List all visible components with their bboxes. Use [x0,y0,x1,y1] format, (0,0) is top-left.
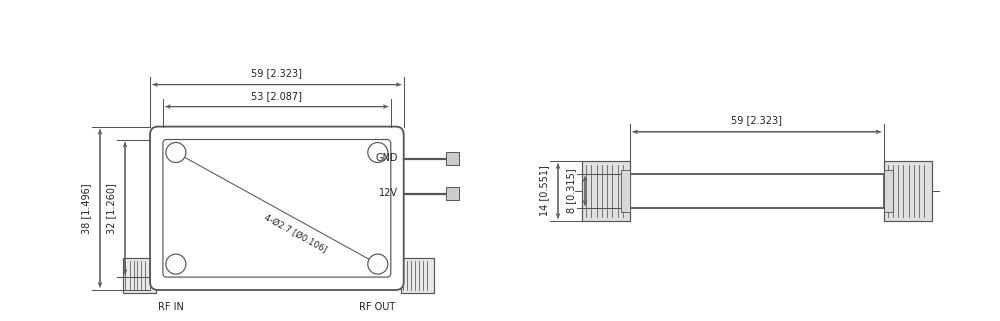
Bar [123,258,156,293]
Text: 4-Ø2.7 [Ø0.106]: 4-Ø2.7 [Ø0.106] [262,213,328,255]
Bar [446,152,459,165]
Circle shape [368,254,388,274]
Bar [401,258,434,293]
FancyBboxPatch shape [150,126,404,290]
Bar [884,161,932,221]
Circle shape [166,254,186,274]
Circle shape [166,143,186,162]
Circle shape [368,143,388,162]
Text: RF OUT: RF OUT [359,302,396,312]
Text: 32 [1.260]: 32 [1.260] [106,183,116,234]
FancyBboxPatch shape [163,140,391,277]
Bar [446,187,459,200]
Text: RF IN: RF IN [158,302,184,312]
Text: 8 [0.315]: 8 [0.315] [566,169,576,213]
Text: 38 [1.496]: 38 [1.496] [81,183,91,234]
Text: 53 [2.087]: 53 [2.087] [251,91,302,100]
Text: GND: GND [375,152,398,163]
Bar [621,170,630,212]
Text: 12V: 12V [379,187,398,198]
Bar [884,170,893,212]
Text: 14 [0.551]: 14 [0.551] [539,166,549,216]
Bar [582,161,630,221]
Text: 59 [2.323]: 59 [2.323] [731,115,782,125]
Text: 59 [2.323]: 59 [2.323] [251,68,302,78]
Bar [630,174,884,208]
